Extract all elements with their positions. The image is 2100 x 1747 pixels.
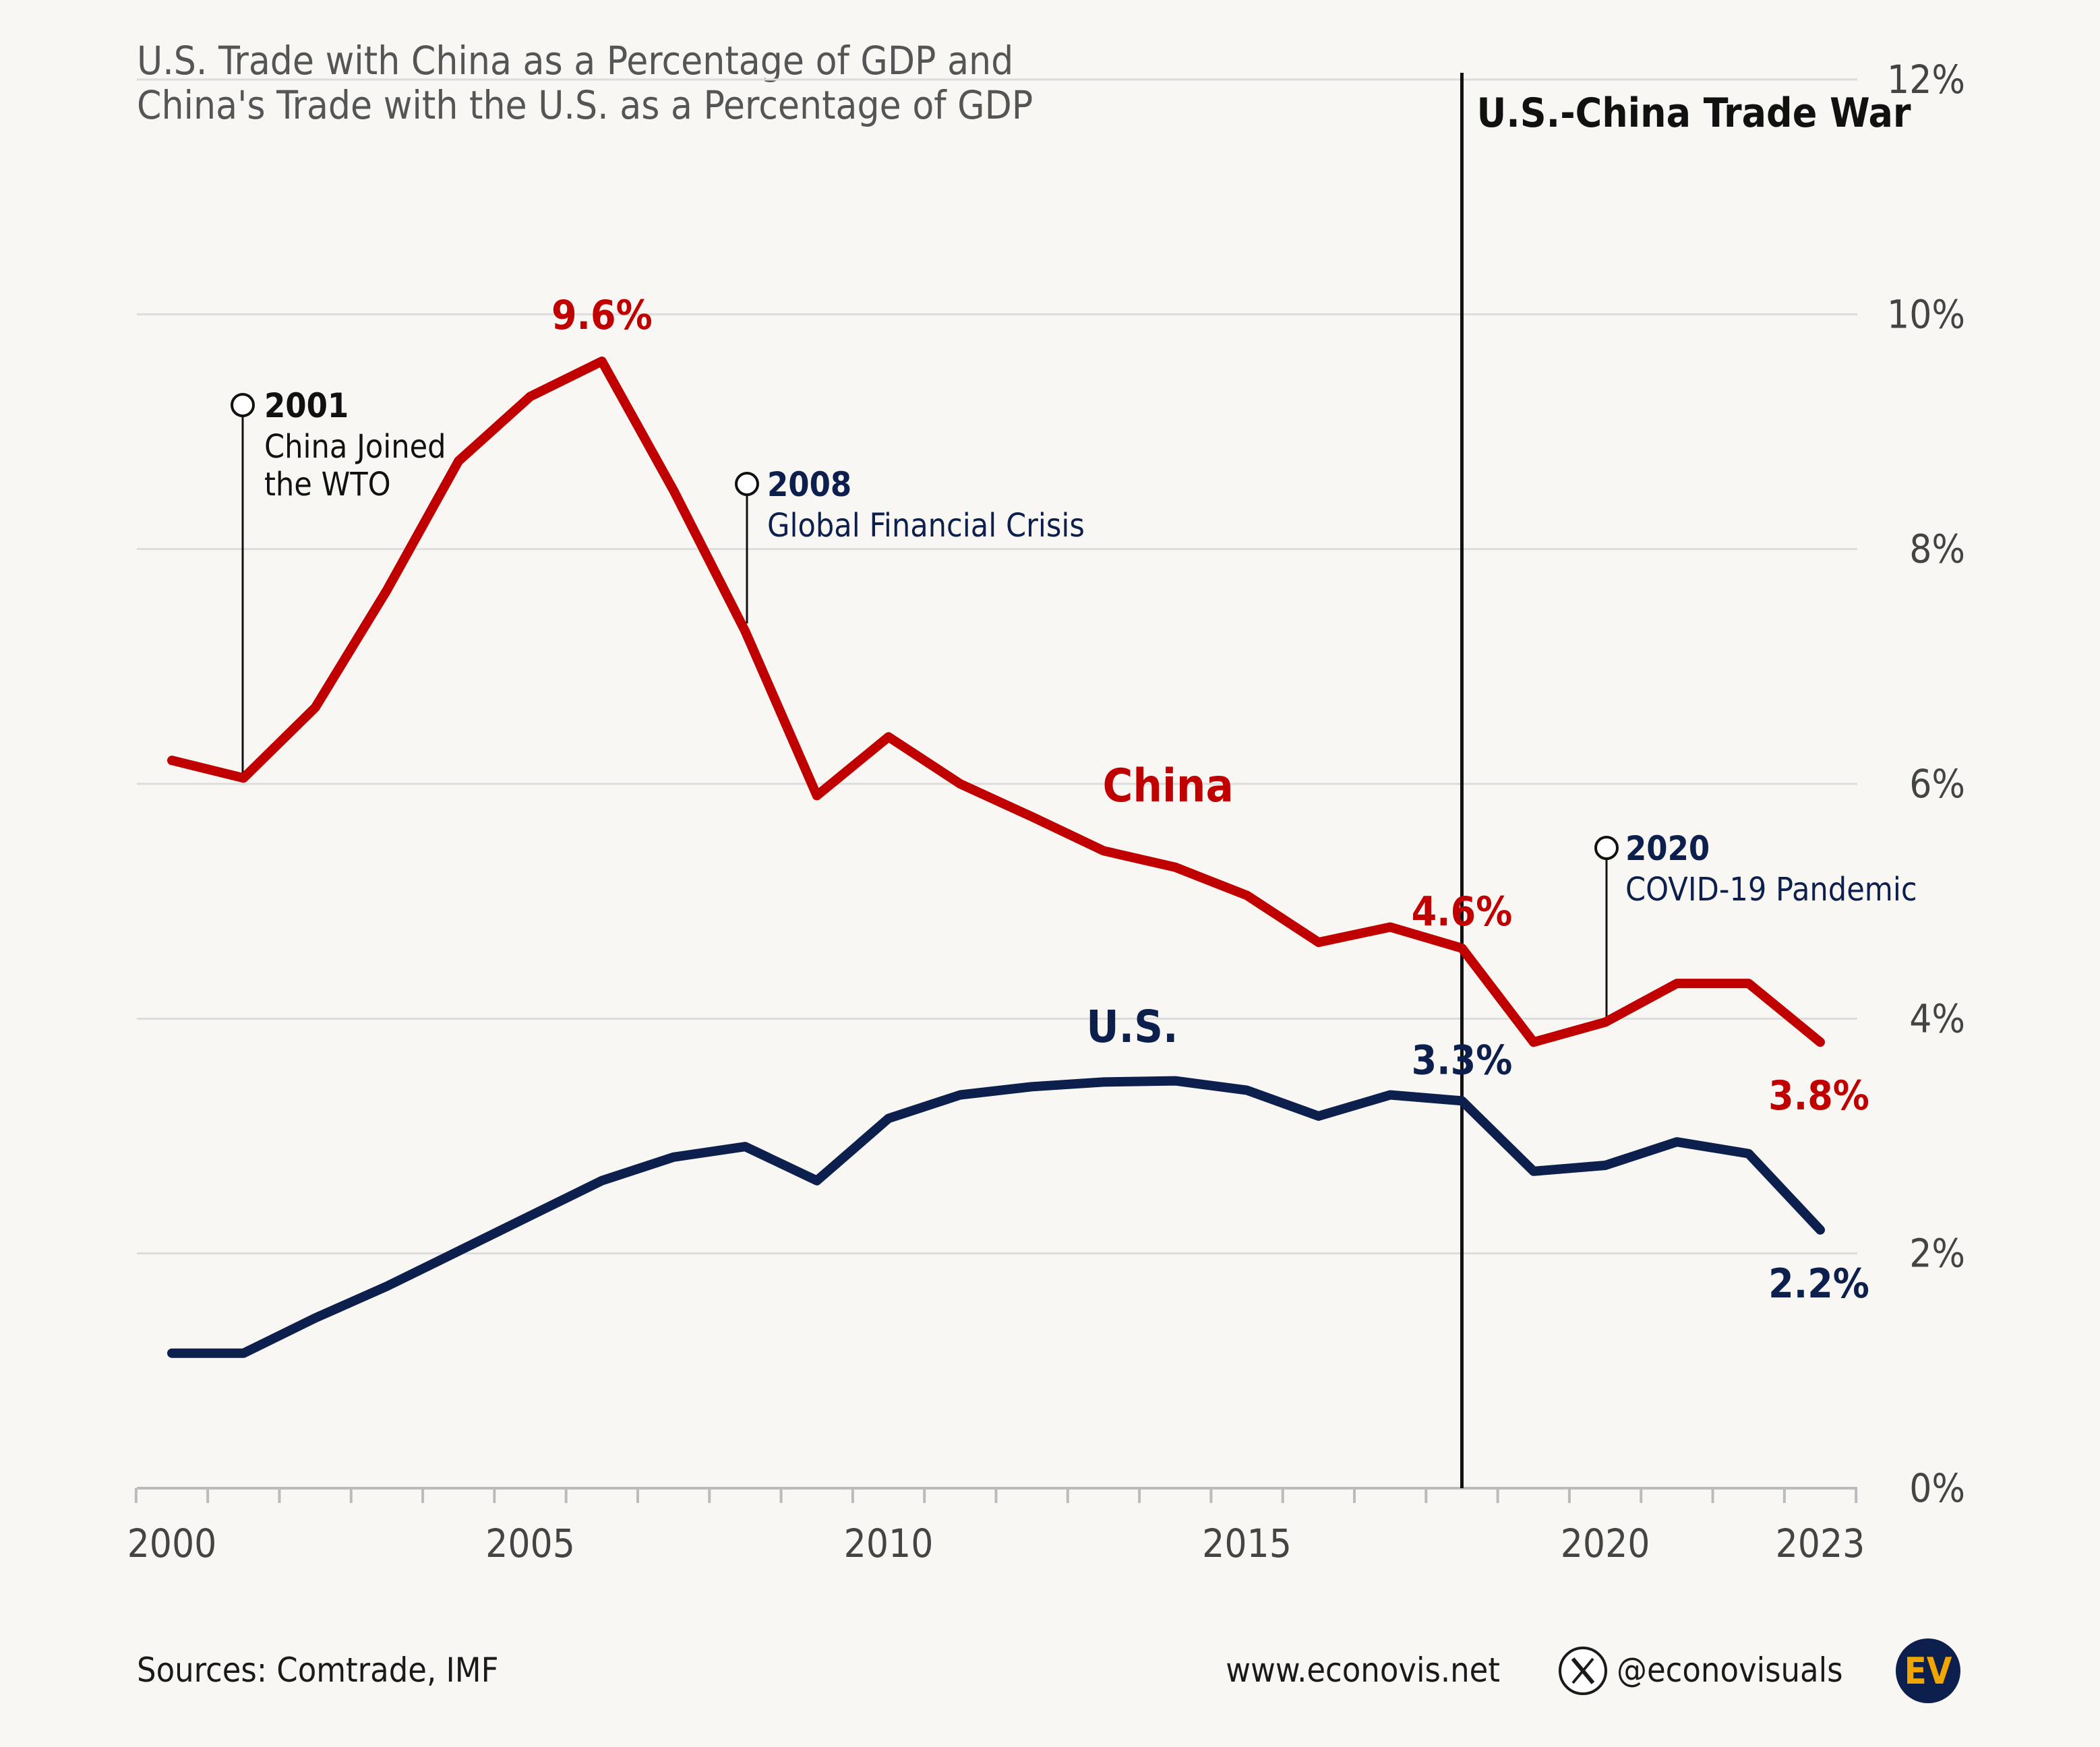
social-handle-link[interactable]: @econovisuals bbox=[1617, 1651, 1843, 1690]
annotation-dot bbox=[735, 472, 759, 496]
chart-title-line2: China's Trade with the U.S. as a Percent… bbox=[137, 82, 1033, 128]
y-tick-label: 0% bbox=[1909, 1465, 1965, 1511]
x-tick-label: 2000 bbox=[127, 1521, 217, 1566]
chart-title-line1: U.S. Trade with China as a Percentage of… bbox=[137, 38, 1013, 84]
series-label-china: China bbox=[1103, 760, 1234, 813]
x-tick-label: 2015 bbox=[1202, 1521, 1292, 1566]
sources-text: Sources: Comtrade, IMF bbox=[137, 1651, 498, 1690]
annotation-year-2008: 2008 bbox=[767, 465, 851, 504]
y-tick-label: 8% bbox=[1909, 526, 1965, 572]
trade-war-label: U.S.-China Trade War bbox=[1476, 90, 1911, 137]
y-tick-label: 10% bbox=[1887, 291, 1965, 337]
logo-text: EV bbox=[1904, 1650, 1952, 1692]
data-labels: 9.6% 4.6% 3.8% 3.3% 2.2% bbox=[551, 292, 1869, 1308]
x-tick-label: 2010 bbox=[844, 1521, 934, 1566]
data-label-china-2018: 4.6% bbox=[1412, 888, 1513, 936]
annotation-text-2008: Global Financial Crisis bbox=[767, 507, 1085, 545]
annotation-year-2001: 2001 bbox=[264, 386, 349, 425]
y-tick-label: 4% bbox=[1909, 995, 1965, 1041]
annotation-dot bbox=[1594, 836, 1619, 860]
data-label-china-2023: 3.8% bbox=[1768, 1072, 1869, 1120]
y-tick-label: 6% bbox=[1909, 761, 1965, 807]
x-tick-label: 2020 bbox=[1561, 1521, 1650, 1566]
x-axis bbox=[134, 1487, 1858, 1503]
website-link[interactable]: www.econovis.net bbox=[1226, 1651, 1500, 1690]
annotation-dot bbox=[231, 393, 255, 417]
x-axis-ticks: 2000 2005 2010 2015 2020 2023 bbox=[127, 1521, 1865, 1566]
annotation-text2-2001: the WTO bbox=[264, 466, 391, 503]
data-label-china-2006: 9.6% bbox=[551, 292, 653, 339]
data-label-us-2023: 2.2% bbox=[1768, 1260, 1869, 1308]
x-tick-label: 2023 bbox=[1776, 1521, 1865, 1566]
x-tick-label: 2005 bbox=[485, 1521, 575, 1566]
annotation-year-2020: 2020 bbox=[1625, 829, 1710, 868]
data-label-us-2018: 3.3% bbox=[1412, 1037, 1513, 1084]
annotation-text-2001: China Joined bbox=[264, 428, 446, 466]
y-axis-ticks: 0% 2% 4% 6% 8% 10% 12% bbox=[1887, 57, 1965, 1511]
annotation-text-2020: COVID-19 Pandemic bbox=[1625, 871, 1917, 909]
series-line-china bbox=[167, 357, 1825, 1047]
series-line-us bbox=[167, 1076, 1825, 1358]
y-tick-label: 12% bbox=[1887, 57, 1965, 102]
econovis-logo-icon: EV bbox=[1896, 1638, 1960, 1703]
series-label-us: U.S. bbox=[1086, 1001, 1178, 1053]
x-logo-icon bbox=[1559, 1647, 1607, 1695]
y-tick-label: 2% bbox=[1909, 1231, 1965, 1277]
grid-lines bbox=[137, 78, 1857, 1255]
